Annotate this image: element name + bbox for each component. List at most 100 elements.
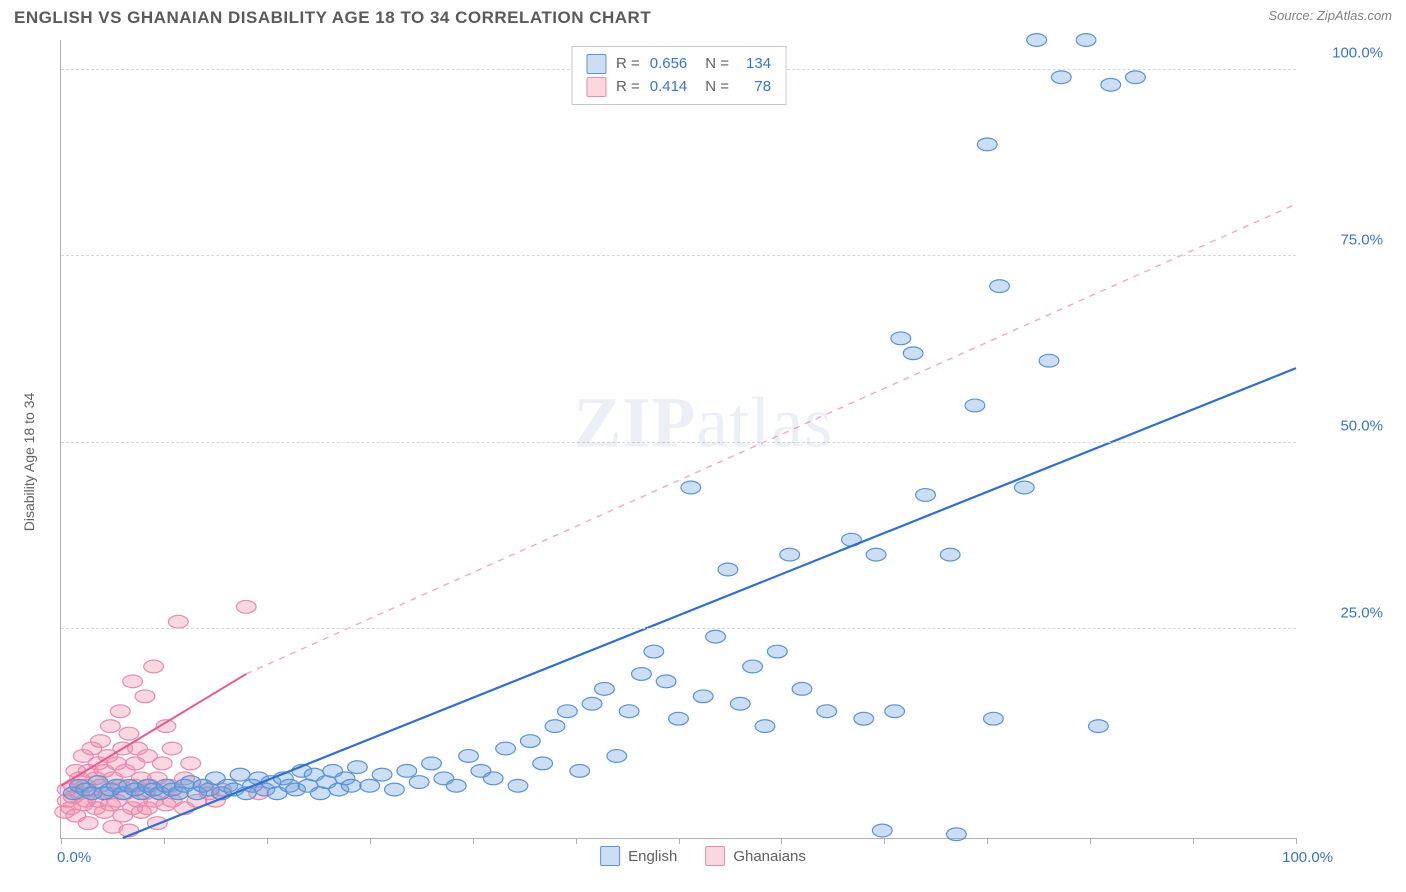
x-tick [1193,838,1194,844]
data-point [119,727,139,740]
data-point [1014,481,1034,494]
x-tick [987,838,988,844]
data-point [422,757,442,770]
data-point [144,660,164,673]
trend-line-ghanaians-dash [246,204,1296,674]
trend-line-ghanaians-solid [61,674,246,786]
data-point [91,735,111,748]
data-point [1101,78,1121,91]
data-point [152,757,172,770]
data-point [872,824,892,837]
x-tick [884,838,885,844]
source-attribution: Source: ZipAtlas.com [1268,8,1392,23]
data-point [792,682,812,695]
data-point [916,489,936,502]
legend-swatch [586,54,606,74]
data-point [533,757,553,770]
data-point [582,697,602,710]
x-tick [781,838,782,844]
legend-n-label: N = [705,53,729,76]
chart-area: Disability Age 18 to 34 ZIPatlas R =0.65… [15,40,1391,884]
x-tick [164,838,165,844]
y-tick-label: 75.0% [1340,231,1383,248]
x-tick [1296,838,1297,844]
data-point [110,705,130,718]
data-point [123,675,143,688]
data-point [446,779,466,792]
data-point [780,548,800,561]
legend-item: Ghanaians [705,846,806,866]
y-tick-label: 50.0% [1340,418,1383,435]
data-point [755,720,775,733]
data-point [656,675,676,688]
data-point [1126,71,1146,84]
x-tick [473,838,474,844]
data-point [230,768,250,781]
data-point [496,742,516,755]
data-point [168,615,188,628]
trend-line-english [123,368,1296,838]
data-point [162,742,182,755]
data-point [1051,71,1071,84]
data-point [644,645,664,658]
data-point [767,645,787,658]
data-point [101,720,121,733]
legend-n-value: 78 [739,76,771,99]
data-point [78,817,98,830]
data-point [595,682,615,695]
data-point [135,690,155,703]
legend-row: R =0.656N =134 [586,53,771,76]
data-point [817,705,837,718]
data-point [181,757,201,770]
x-tick [61,838,62,844]
legend-n-label: N = [705,76,729,99]
plot-region: ZIPatlas R =0.656N =134R =0.414N =78 [60,40,1296,839]
data-point [718,563,738,576]
data-point [1039,354,1059,367]
data-point [669,712,689,725]
data-point [866,548,886,561]
data-point [977,138,997,151]
legend-r-label: R = [616,76,640,99]
x-tick [679,838,680,844]
data-point [730,697,750,710]
data-point [508,779,528,792]
data-point [885,705,905,718]
data-point [236,600,256,613]
data-point [459,750,479,763]
x-axis-end-label: 100.0% [1282,849,1333,866]
data-point [706,630,726,643]
data-point [940,548,960,561]
legend-r-value: 0.656 [650,53,688,76]
data-point [743,660,763,673]
gridline [61,442,1296,443]
data-point [1076,34,1096,47]
data-point [341,779,361,792]
data-point [545,720,565,733]
legend-item: English [600,846,677,866]
legend-swatch [586,77,606,97]
data-point [409,776,429,789]
x-tick [576,838,577,844]
chart-title: ENGLISH VS GHANAIAN DISABILITY AGE 18 TO… [14,8,651,28]
data-point [693,690,713,703]
y-tick-label: 25.0% [1340,604,1383,621]
gridline [61,255,1296,256]
legend-series-name: Ghanaians [733,848,806,865]
data-point [557,705,577,718]
y-axis-label: Disability Age 18 to 34 [21,393,37,532]
data-point [570,764,590,777]
data-point [397,764,417,777]
data-point [372,768,392,781]
data-point [520,735,540,748]
gridline [61,628,1296,629]
x-tick [370,838,371,844]
data-point [891,332,911,345]
data-point [483,772,503,785]
data-point [965,399,985,412]
data-point [607,750,627,763]
data-point [1027,34,1047,47]
legend-swatch [600,846,620,866]
data-point [990,280,1010,293]
legend-n-value: 134 [739,53,771,76]
